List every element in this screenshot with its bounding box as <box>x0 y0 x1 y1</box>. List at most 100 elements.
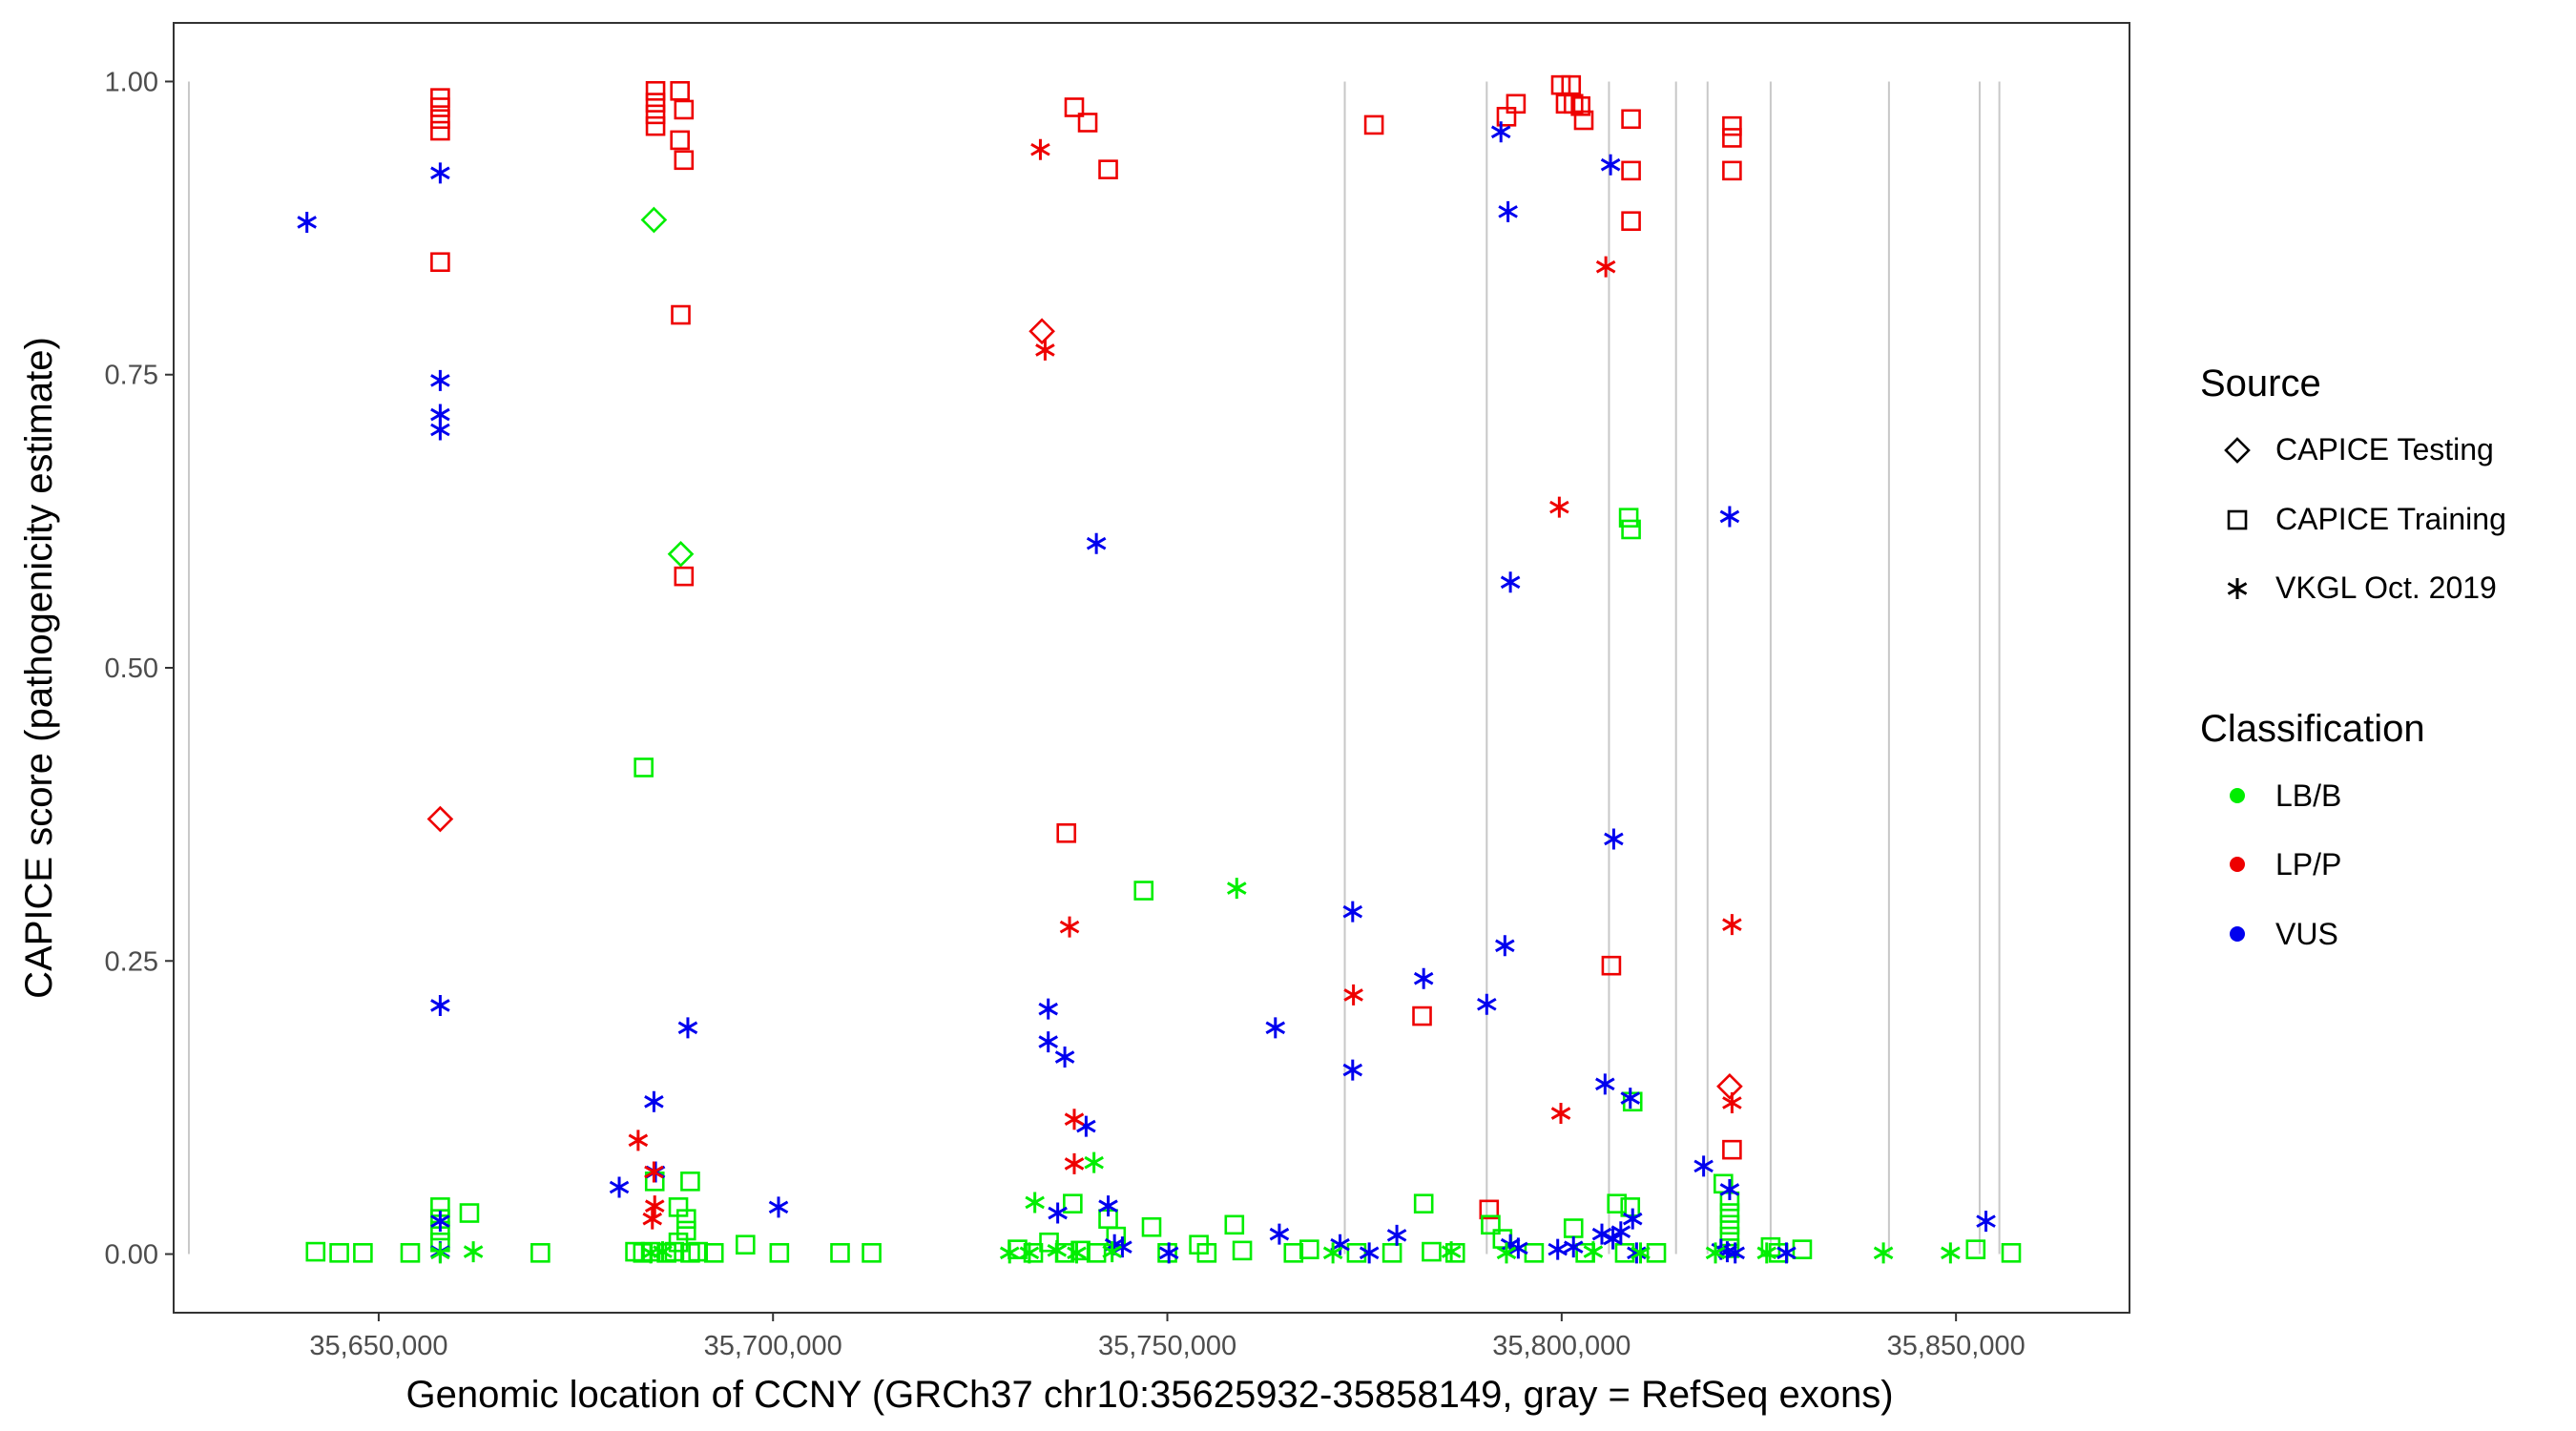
point-asterisk-vus <box>430 1211 450 1233</box>
legend-key-dot <box>2230 926 2245 942</box>
point-square-lbb <box>1618 508 1639 528</box>
point-diamond-lbb <box>667 540 695 568</box>
point-asterisk-lbb <box>653 1241 673 1263</box>
legend-key-asterisk <box>2227 578 2248 599</box>
legend-class-keys <box>2230 788 2245 942</box>
point-square-lbb <box>305 1241 326 1262</box>
point-asterisk-lbb <box>1047 1239 1068 1261</box>
point-asterisk-vus <box>1265 1017 1286 1039</box>
point-square-lbb <box>1157 1243 1177 1263</box>
point-square-lpp <box>1570 95 1590 116</box>
x-tick-label: 35,750,000 <box>1098 1331 1236 1361</box>
point-square-lbb <box>1614 1243 1635 1263</box>
point-square-lbb <box>459 1203 480 1223</box>
legend-key-square <box>2227 509 2248 530</box>
point-asterisk-vus <box>430 369 450 391</box>
point-square-lpp <box>430 97 450 117</box>
point-asterisk-vus <box>677 1017 698 1039</box>
point-square-lbb <box>329 1243 349 1263</box>
point-square-lbb <box>1346 1243 1367 1263</box>
y-tick-label: 0.75 <box>105 361 158 391</box>
point-asterisk-vus <box>1603 1228 1623 1250</box>
point-asterisk-lbb <box>1322 1242 1343 1264</box>
point-asterisk-lpp <box>1550 1103 1571 1125</box>
point-square-lpp <box>670 80 690 101</box>
legend: Source CAPICE Testing CAPICE Training VK… <box>2200 363 2506 951</box>
y-axis: 0.00 0.25 0.50 0.75 1.00 <box>105 67 174 1271</box>
point-square-lpp <box>1722 1139 1742 1160</box>
point-square-lbb <box>530 1243 551 1263</box>
point-asterisk-lpp <box>1059 916 1080 938</box>
point-square-lbb <box>1621 519 1641 540</box>
point-asterisk-lbb <box>1102 1241 1122 1263</box>
point-asterisk-vus <box>1776 1242 1797 1264</box>
point-asterisk-lpp <box>1343 984 1363 1006</box>
legend-key-dot <box>2230 857 2245 872</box>
point-asterisk-lbb <box>1067 1242 1087 1264</box>
legend-classification-title: Classification <box>2200 708 2425 750</box>
y-tick-label: 1.00 <box>105 67 158 97</box>
point-asterisk-vus <box>1719 506 1740 528</box>
point-square-lpp <box>670 130 690 151</box>
point-square-lbb <box>1141 1216 1162 1237</box>
point-asterisk-lpp <box>628 1130 649 1151</box>
point-square-lbb <box>664 1241 685 1262</box>
point-square-lpp <box>430 109 450 130</box>
point-asterisk-vus <box>1342 1059 1363 1081</box>
point-asterisk-lbb <box>430 1242 450 1264</box>
point-diamond-lpp <box>1716 1072 1743 1100</box>
point-square-lpp <box>674 99 695 120</box>
point-square-lbb <box>353 1243 373 1263</box>
point-asterisk-vus <box>1048 1202 1068 1224</box>
point-square-lpp <box>1077 113 1098 133</box>
point-asterisk-lbb <box>1941 1242 1961 1264</box>
point-asterisk-vus <box>644 1090 664 1112</box>
legend-label-vkgl: VKGL Oct. 2019 <box>2275 570 2497 605</box>
point-square-lbb <box>862 1243 882 1263</box>
point-square-lpp <box>1561 74 1582 95</box>
point-square-lbb <box>703 1243 724 1263</box>
point-asterisk-vus <box>1563 1236 1584 1258</box>
legend-label-vus: VUS <box>2275 917 2338 951</box>
point-asterisk-vus <box>1359 1242 1380 1264</box>
point-asterisk-lbb <box>463 1241 484 1263</box>
point-asterisk-vus <box>1098 1195 1118 1217</box>
legend-source-title: Source <box>2200 363 2321 404</box>
point-square-lbb <box>1719 1203 1740 1223</box>
legend-label-lpp: LP/P <box>2275 847 2341 881</box>
point-square-lbb <box>1283 1243 1304 1263</box>
point-asterisk-vus <box>1508 1237 1528 1259</box>
point-asterisk-lpp <box>1035 339 1055 361</box>
point-square-lbb <box>1481 1214 1501 1235</box>
point-diamond-lbb <box>640 206 668 234</box>
legend-label-capice-training: CAPICE Training <box>2275 502 2506 536</box>
point-square-lbb <box>680 1172 700 1192</box>
point-square-lpp <box>1064 97 1085 117</box>
point-asterisk-vus <box>430 994 450 1016</box>
legend-label-capice-testing: CAPICE Testing <box>2275 432 2494 467</box>
point-square-lpp <box>671 304 691 325</box>
point-asterisk-vus <box>1386 1224 1407 1246</box>
point-square-lpp <box>645 80 666 101</box>
x-axis: 35,650,000 35,700,000 35,750,000 35,800,000… <box>309 1313 2025 1361</box>
point-asterisk-vus <box>430 162 450 184</box>
point-square-lbb <box>1381 1243 1402 1263</box>
point-asterisk-lbb <box>1496 1242 1517 1264</box>
x-tick-label: 35,850,000 <box>1887 1331 2025 1361</box>
point-square-lpp <box>1573 110 1594 131</box>
point-asterisk-lbb <box>1084 1151 1104 1173</box>
point-asterisk-vus <box>1158 1242 1179 1264</box>
point-asterisk-lpp <box>1595 256 1616 278</box>
point-asterisk-vus <box>1627 1242 1647 1264</box>
y-axis-title: CAPICE score (pathogenicity estimate) <box>18 337 60 999</box>
point-asterisk-lpp <box>1722 914 1742 936</box>
y-tick-label: 0.25 <box>105 946 158 977</box>
point-asterisk-vus <box>1269 1223 1290 1245</box>
point-square-lpp <box>1056 823 1077 843</box>
point-square-lpp <box>1722 160 1742 181</box>
point-asterisk-lpp <box>1064 1152 1085 1174</box>
point-asterisk-vus <box>1477 993 1497 1015</box>
point-asterisk-lpp <box>644 1195 665 1217</box>
